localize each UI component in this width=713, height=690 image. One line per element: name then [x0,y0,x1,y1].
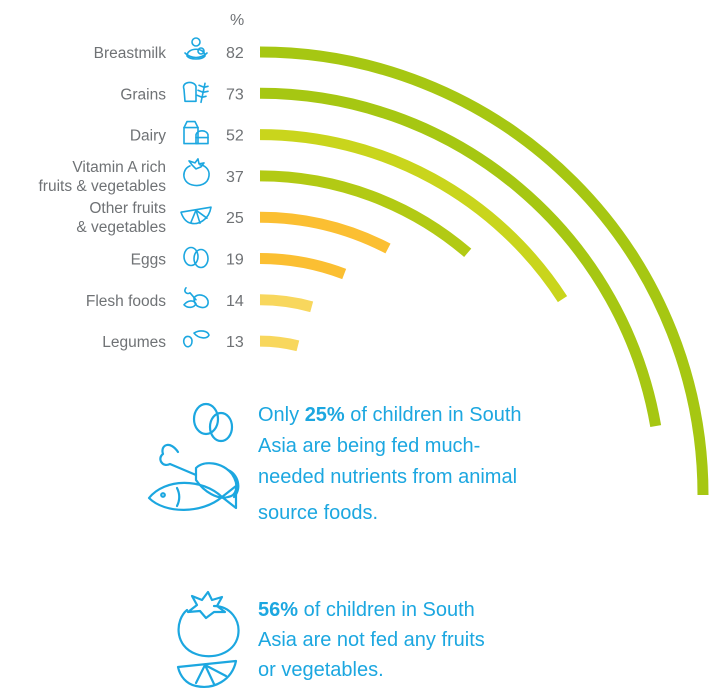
note-highlight: 56% [258,599,299,621]
value-label-flesh-foods: 14 [226,293,244,310]
bar-grains [259,87,662,428]
note-text: Only [258,404,305,426]
fruits-vegetables-note: 56% of children in South Asia are not fe… [258,595,578,685]
category-label-other-fruits-vegetables: Other fruits & vegetables [76,200,166,236]
eggs-meat-fish-icon [147,402,240,511]
note-text: of children in South [344,404,522,426]
bar-legumes [259,335,300,352]
note-text: of children in South [298,599,475,621]
note-text: needed nutrients from animal [258,466,518,488]
note-highlight: 25% [304,404,345,426]
bean-icon [182,330,210,348]
category-label-flesh-foods: Flesh foods [86,293,166,310]
percent-unit-label: % [230,12,244,29]
value-label-grains: 73 [226,86,244,103]
citrus-slice-icon [180,206,212,225]
eggs-icon [183,246,209,269]
mother-child-icon [184,37,208,60]
category-label-grains: Grains [120,86,166,103]
bar-flesh-foods [259,294,314,313]
chart-arcs [259,46,709,496]
value-label-legumes: 13 [226,334,244,351]
category-label-eggs: Eggs [131,252,167,269]
tomato-citrus-icon [176,590,240,688]
bar-other-fruits-vegetables [259,211,391,254]
bread-grain-icon [182,81,209,104]
bar-eggs [259,253,347,280]
category-label-dairy: Dairy [130,128,166,145]
value-label-breastmilk: 82 [226,45,244,62]
drumstick-icon [183,286,209,309]
value-label-vitamin-a-rich-fruits-vegetables: 37 [226,169,244,186]
note-text: Asia are being fed much- [258,435,481,457]
animal-foods-note: Only 25% of children in South Asia are b… [258,400,598,524]
note-text: source foods. [258,502,379,524]
chart-rows: 82 Breastmilk 73 Grains 52 Dairy 37 Vitamin A r… [38,37,244,351]
bar-dairy [259,129,568,303]
value-label-dairy: 52 [226,128,244,145]
category-label-vitamin-a-rich-fruits-vegetables: Vitamin A rich fruits & vegetables [38,159,166,195]
value-label-eggs: 19 [226,252,244,269]
note-text: or vegetables. [258,659,384,681]
value-label-other-fruits-vegetables: 25 [226,210,244,227]
bar-breastmilk [259,46,709,496]
tomato-icon [183,158,210,187]
category-label-breastmilk: Breastmilk [94,45,167,62]
category-label-legumes: Legumes [102,334,166,351]
milk-carton-icon [183,120,209,145]
bar-vitamin-a-rich-fruits-vegetables [259,170,472,257]
note-text: Asia are not fed any fruits [258,629,485,651]
